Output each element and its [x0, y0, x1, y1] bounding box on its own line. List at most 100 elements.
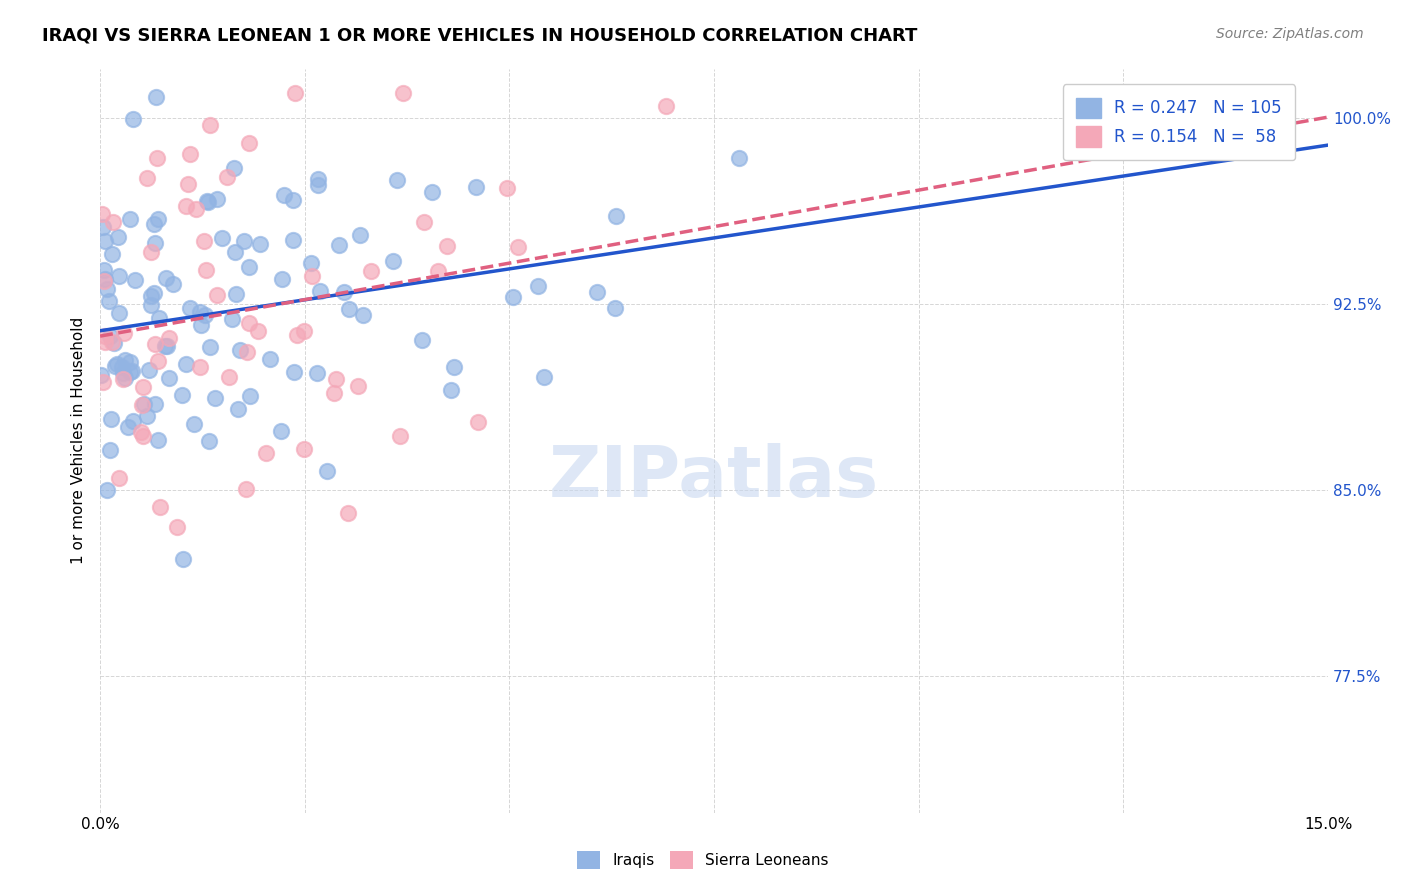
Legend: Iraqis, Sierra Leoneans: Iraqis, Sierra Leoneans	[571, 845, 835, 875]
Sierra Leoneans	[391, 87, 413, 101]
Iraqis	[270, 271, 292, 285]
Iraqis	[139, 289, 162, 303]
Iraqis	[309, 284, 332, 298]
Iraqis	[148, 311, 170, 326]
Iraqis	[605, 209, 627, 223]
Iraqis	[91, 219, 114, 234]
Text: ZIPatlas: ZIPatlas	[550, 443, 879, 512]
Iraqis	[464, 179, 486, 194]
Sierra Leoneans	[238, 136, 260, 150]
Sierra Leoneans	[235, 482, 257, 496]
Iraqis	[349, 227, 371, 242]
Iraqis	[281, 193, 304, 207]
Text: IRAQI VS SIERRA LEONEAN 1 OR MORE VEHICLES IN HOUSEHOLD CORRELATION CHART: IRAQI VS SIERRA LEONEAN 1 OR MORE VEHICL…	[42, 27, 918, 45]
Iraqis	[153, 339, 176, 353]
Iraqis	[420, 185, 443, 199]
Iraqis	[120, 212, 142, 227]
Sierra Leoneans	[254, 446, 277, 460]
Iraqis	[502, 290, 524, 304]
Iraqis	[97, 294, 120, 309]
Sierra Leoneans	[139, 244, 162, 259]
Iraqis	[204, 391, 226, 405]
Sierra Leoneans	[112, 326, 135, 341]
Sierra Leoneans	[179, 146, 201, 161]
Sierra Leoneans	[325, 372, 347, 386]
Sierra Leoneans	[467, 416, 489, 430]
Sierra Leoneans	[436, 239, 458, 253]
Iraqis	[533, 370, 555, 384]
Iraqis	[146, 211, 169, 226]
Iraqis	[205, 192, 228, 206]
Iraqis	[183, 417, 205, 431]
Iraqis	[249, 236, 271, 251]
Sierra Leoneans	[284, 87, 307, 101]
Iraqis	[259, 351, 281, 366]
Iraqis	[172, 388, 194, 402]
Iraqis	[100, 246, 122, 260]
Sierra Leoneans	[236, 345, 259, 359]
Iraqis	[190, 318, 212, 332]
Iraqis	[105, 357, 128, 371]
Sierra Leoneans	[136, 171, 159, 186]
Iraqis	[121, 112, 143, 126]
Iraqis	[585, 285, 607, 300]
Sierra Leoneans	[94, 334, 117, 349]
Iraqis	[179, 301, 201, 315]
Iraqis	[142, 286, 165, 301]
Sierra Leoneans	[301, 268, 323, 283]
Iraqis	[114, 371, 136, 385]
Sierra Leoneans	[91, 207, 114, 221]
Iraqis	[527, 279, 550, 293]
Iraqis	[172, 551, 194, 566]
Sierra Leoneans	[506, 240, 529, 254]
Sierra Leoneans	[198, 118, 221, 132]
Iraqis	[98, 328, 121, 343]
Iraqis	[198, 434, 221, 449]
Sierra Leoneans	[655, 99, 678, 113]
Iraqis	[238, 260, 260, 274]
Sierra Leoneans	[285, 327, 308, 342]
Sierra Leoneans	[111, 372, 134, 386]
Iraqis	[108, 268, 131, 283]
Iraqis	[118, 355, 141, 369]
Iraqis	[122, 414, 145, 428]
Sierra Leoneans	[323, 386, 346, 401]
Iraqis	[224, 245, 246, 260]
Iraqis	[94, 234, 117, 248]
Sierra Leoneans	[246, 324, 269, 338]
Iraqis	[233, 234, 256, 248]
Iraqis	[198, 341, 221, 355]
Iraqis	[135, 409, 157, 423]
Iraqis	[195, 194, 218, 208]
Iraqis	[307, 178, 329, 193]
Sierra Leoneans	[238, 316, 260, 330]
Iraqis	[221, 311, 243, 326]
Iraqis	[100, 412, 122, 426]
Iraqis	[211, 231, 233, 245]
Iraqis	[352, 308, 374, 322]
Iraqis	[117, 419, 139, 434]
Iraqis	[382, 254, 405, 268]
Sierra Leoneans	[131, 398, 153, 412]
Sierra Leoneans	[336, 506, 359, 520]
Iraqis	[124, 273, 146, 287]
Iraqis	[281, 233, 304, 247]
Sierra Leoneans	[174, 199, 197, 213]
Iraqis	[103, 335, 125, 350]
Iraqis	[111, 366, 134, 380]
Sierra Leoneans	[132, 380, 155, 394]
Iraqis	[98, 443, 121, 458]
Sierra Leoneans	[132, 429, 155, 443]
Sierra Leoneans	[217, 169, 239, 184]
Iraqis	[226, 401, 249, 416]
Iraqis	[239, 389, 262, 403]
Iraqis	[315, 465, 337, 479]
Sierra Leoneans	[188, 359, 211, 374]
Iraqis	[155, 271, 177, 285]
Iraqis	[283, 365, 305, 379]
Iraqis	[111, 359, 134, 374]
Iraqis	[142, 217, 165, 231]
Iraqis	[90, 368, 112, 382]
Iraqis	[94, 272, 117, 286]
Sierra Leoneans	[157, 331, 180, 345]
